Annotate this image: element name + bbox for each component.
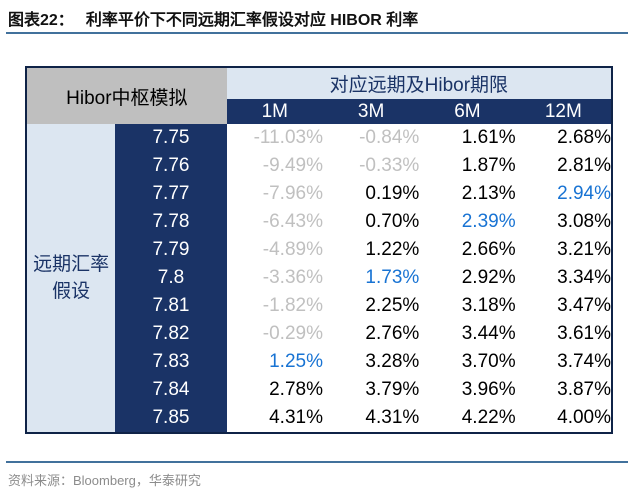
column-header-6m: 6M [419, 99, 516, 124]
corner-cell: Hibor中枢模拟 [26, 67, 227, 124]
value-cell: -0.84% [322, 124, 420, 152]
figure-number: 图表22： [8, 12, 74, 29]
row-group-label: 远期汇率 假设 [26, 124, 116, 433]
row-label: 7.84 [115, 376, 227, 404]
table-row: 7.85 4.31% 4.31% 4.22% 4.00% [26, 404, 612, 433]
value-cell: 1.22% [322, 236, 420, 264]
table-row: 7.81 -1.82% 2.25% 3.18% 3.47% [26, 292, 612, 320]
value-cell: -1.82% [226, 292, 323, 320]
table-row: 7.77 -7.96% 0.19% 2.13% 2.94% [26, 180, 612, 208]
value-cell: -4.89% [226, 236, 323, 264]
row-label: 7.82 [115, 320, 227, 348]
row-label: 7.75 [115, 124, 227, 152]
value-cell: -6.43% [226, 208, 323, 236]
title-divider [6, 32, 628, 34]
value-cell: 2.68% [515, 124, 612, 152]
value-cell: 2.92% [419, 264, 516, 292]
value-cell: 4.31% [322, 404, 420, 433]
row-label: 7.76 [115, 152, 227, 180]
value-cell: -3.36% [226, 264, 323, 292]
row-label: 7.83 [115, 348, 227, 376]
rate-table-wrapper: Hibor中枢模拟 对应远期及Hibor期限 1M 3M 6M 12M 远期汇率… [25, 66, 613, 434]
column-header-12m: 12M [515, 99, 612, 124]
value-cell: 2.81% [515, 152, 612, 180]
source-note: 资料来源：Bloomberg，华泰研究 [8, 473, 201, 488]
row-label: 7.78 [115, 208, 227, 236]
value-cell: 0.19% [322, 180, 420, 208]
row-group-label-line: 假设 [52, 281, 91, 302]
row-label: 7.85 [115, 404, 227, 433]
value-cell: 1.61% [419, 124, 516, 152]
table-body: 远期汇率 假设 7.75 -11.03% -0.84% 1.61% 2.68% 7.76 -9.… [26, 124, 612, 433]
value-cell: 3.96% [419, 376, 516, 404]
value-cell: 2.76% [322, 320, 420, 348]
value-cell: 3.79% [322, 376, 420, 404]
value-cell: 2.39% [419, 208, 516, 236]
row-group-label-line: 远期汇率 [33, 254, 110, 275]
value-cell: 2.25% [322, 292, 420, 320]
value-cell: -0.29% [226, 320, 323, 348]
value-cell: 1.87% [419, 152, 516, 180]
row-label: 7.77 [115, 180, 227, 208]
table-row: 7.82 -0.29% 2.76% 3.44% 3.61% [26, 320, 612, 348]
value-cell: -11.03% [226, 124, 323, 152]
header-row-1: Hibor中枢模拟 对应远期及Hibor期限 [26, 67, 612, 124]
hibor-rate-table: Hibor中枢模拟 对应远期及Hibor期限 1M 3M 6M 12M 远期汇率… [25, 66, 613, 434]
value-cell: -9.49% [226, 152, 323, 180]
value-cell: 3.87% [515, 376, 612, 404]
value-cell: 3.18% [419, 292, 516, 320]
column-header-1m: 1M [226, 99, 323, 124]
value-cell: 2.94% [515, 180, 612, 208]
value-cell: 4.31% [226, 404, 323, 433]
value-cell: 1.73% [322, 264, 420, 292]
value-cell: 2.13% [419, 180, 516, 208]
value-cell: 2.78% [226, 376, 323, 404]
group-header-cell: 对应远期及Hibor期限 [226, 67, 612, 99]
row-label: 7.81 [115, 292, 227, 320]
value-cell: -7.96% [226, 180, 323, 208]
value-cell: 3.47% [515, 292, 612, 320]
value-cell: 4.22% [419, 404, 516, 433]
value-cell: 3.34% [515, 264, 612, 292]
table-row: 7.78 -6.43% 0.70% 2.39% 3.08% [26, 208, 612, 236]
value-cell: 3.21% [515, 236, 612, 264]
row-label: 7.79 [115, 236, 227, 264]
table-row: 7.83 1.25% 3.28% 3.70% 3.74% [26, 348, 612, 376]
value-cell: 3.28% [322, 348, 420, 376]
value-cell: 3.70% [419, 348, 516, 376]
table-row: 7.84 2.78% 3.79% 3.96% 3.87% [26, 376, 612, 404]
value-cell: 3.08% [515, 208, 612, 236]
table-row: 7.8 -3.36% 1.73% 2.92% 3.34% [26, 264, 612, 292]
figure-title-text: 利率平价下不同远期汇率假设对应 HIBOR 利率 [85, 12, 419, 29]
value-cell: 3.44% [419, 320, 516, 348]
value-cell: -0.33% [322, 152, 420, 180]
table-row: 7.76 -9.49% -0.33% 1.87% 2.81% [26, 152, 612, 180]
figure-title: 图表22： 利率平价下不同远期汇率假设对应 HIBOR 利率 [8, 6, 418, 30]
value-cell: 2.66% [419, 236, 516, 264]
table-row: 7.79 -4.89% 1.22% 2.66% 3.21% [26, 236, 612, 264]
source-divider [6, 461, 628, 463]
header-row-2: 1M 3M 6M 12M [26, 99, 612, 124]
value-cell: 3.74% [515, 348, 612, 376]
value-cell: 1.25% [226, 348, 323, 376]
row-label: 7.8 [115, 264, 227, 292]
value-cell: 4.00% [515, 404, 612, 433]
value-cell: 3.61% [515, 320, 612, 348]
value-cell: 0.70% [322, 208, 420, 236]
table-row: 远期汇率 假设 7.75 -11.03% -0.84% 1.61% 2.68% [26, 124, 612, 433]
column-header-3m: 3M [322, 99, 420, 124]
